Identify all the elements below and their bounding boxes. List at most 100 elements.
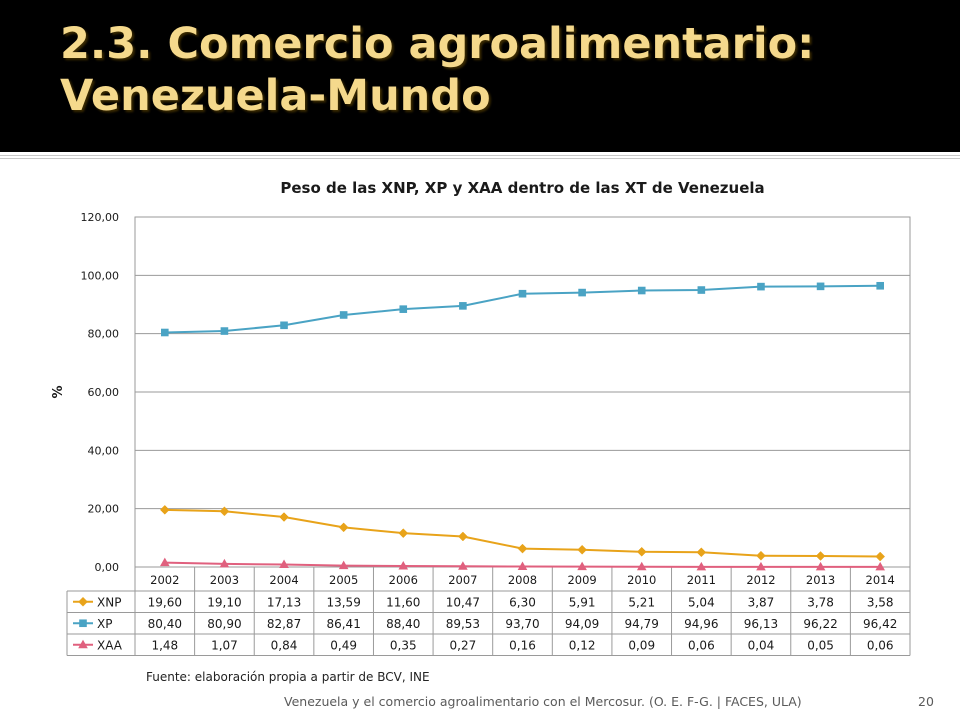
data-point — [577, 544, 587, 555]
data-label: 0,27 — [450, 638, 477, 652]
y-axis-label: % — [51, 385, 66, 398]
data-point — [338, 560, 349, 570]
data-label: 0,04 — [748, 638, 775, 652]
title-divider-top — [0, 155, 960, 156]
data-label: 11,60 — [386, 595, 420, 609]
data-point — [399, 305, 408, 313]
y-tick-label: 0,00 — [95, 561, 120, 574]
data-point — [815, 561, 826, 571]
data-point — [398, 528, 409, 539]
data-label: 89,53 — [446, 617, 480, 631]
data-label: 80,90 — [207, 617, 241, 631]
data-point — [459, 302, 467, 310]
table-row-xnp: XNP 19,60 19,10 17,13 13,59 11,60 10,47 6,30 5,9… — [73, 595, 894, 609]
x-tick-label: 2014 — [866, 573, 895, 587]
data-label: 3,87 — [748, 595, 775, 609]
x-tick-label: 2009 — [567, 573, 596, 587]
title-divider-bottom — [0, 158, 960, 159]
table-row-xaa: XAA 1,48 1,07 0,84 0,49 0,35 0,27 0,16 0,12 0,09 0… — [73, 638, 894, 652]
data-label: 0,16 — [509, 638, 536, 652]
y-tick-label: 120,00 — [81, 211, 120, 224]
data-label: 3,78 — [807, 595, 834, 609]
data-point — [279, 512, 289, 522]
data-point — [697, 286, 706, 294]
data-label: 6,30 — [509, 595, 536, 609]
series-xp — [161, 281, 884, 337]
data-label: 0,35 — [390, 638, 417, 652]
x-tick-label: 2007 — [448, 573, 477, 587]
chart-title: Peso de las XNP, XP y XAA dentro de las … — [280, 179, 764, 197]
data-label: 0,84 — [271, 638, 298, 652]
slide-title: 2.3. Comercio agroalimentario: Venezuela… — [60, 19, 815, 121]
data-point — [756, 550, 766, 561]
slide-footer: Venezuela y el comercio agroalimentario … — [284, 694, 802, 709]
data-point — [696, 561, 707, 571]
data-point — [219, 558, 230, 568]
data-point — [517, 561, 528, 571]
data-label: 96,22 — [803, 617, 837, 631]
legend-label-xp: XP — [97, 617, 112, 631]
x-tick-label: 2004 — [269, 573, 298, 587]
x-tick-label: 2008 — [508, 573, 537, 587]
data-point — [458, 561, 468, 570]
legend-marker-xaa — [78, 639, 88, 649]
data-point — [875, 551, 886, 562]
data-point — [577, 561, 587, 571]
data-label: 88,40 — [386, 617, 420, 631]
data-point — [757, 282, 765, 291]
data-label: 5,04 — [688, 595, 715, 609]
legend-label-xnp: XNP — [97, 595, 121, 609]
legend-marker-xnp — [78, 596, 88, 607]
data-label: 94,09 — [565, 617, 599, 631]
data-point — [458, 531, 468, 542]
data-label: 80,40 — [148, 617, 182, 631]
data-point — [161, 328, 169, 337]
data-point — [578, 288, 586, 297]
data-point — [756, 561, 766, 571]
data-label: 3,58 — [867, 595, 894, 609]
data-label: 0,09 — [628, 638, 655, 652]
x-tick-label: 2003 — [210, 573, 239, 587]
y-tick-label: 80,00 — [88, 328, 120, 341]
data-point — [637, 286, 646, 295]
series-xnp — [159, 504, 886, 562]
data-label: 0,12 — [569, 638, 596, 652]
data-point — [876, 281, 884, 290]
page-number: 20 — [918, 694, 934, 709]
y-tick-label: 60,00 — [88, 386, 120, 399]
y-tick-label: 40,00 — [88, 444, 120, 457]
data-point — [280, 321, 288, 330]
data-point — [816, 282, 825, 291]
data-label: 19,10 — [207, 595, 241, 609]
y-tick-label: 100,00 — [81, 269, 120, 282]
source-note: Fuente: elaboración propia a partir de B… — [146, 670, 430, 684]
data-label: 17,13 — [267, 595, 301, 609]
data-label: 94,79 — [625, 617, 659, 631]
x-tick-label: 2006 — [389, 573, 418, 587]
data-point — [338, 522, 349, 533]
data-point — [219, 506, 230, 517]
x-tick-label: 2005 — [329, 573, 358, 587]
data-point — [160, 557, 170, 567]
data-point — [875, 561, 885, 571]
data-point — [279, 559, 289, 569]
table-row-xp: XP 80,40 80,90 82,87 86,41 88,40 89,53 93,70 94,… — [73, 617, 897, 631]
data-point — [518, 289, 527, 298]
data-point — [339, 311, 348, 319]
data-label: 0,05 — [807, 638, 834, 652]
x-tick-label: 2012 — [746, 573, 775, 587]
data-point — [636, 561, 647, 571]
data-label: 1,07 — [211, 638, 238, 652]
data-label: 86,41 — [326, 617, 360, 631]
series-xaa — [160, 557, 885, 571]
data-label: 0,49 — [330, 638, 357, 652]
x-tick-label: 2010 — [627, 573, 656, 587]
line-chart: Peso de las XNP, XP y XAA dentro de las … — [51, 179, 911, 656]
x-tick-label: 2002 — [150, 573, 179, 587]
data-label: 0,06 — [688, 638, 715, 652]
title-bar: 2.3. Comercio agroalimentario: Venezuela… — [0, 0, 960, 152]
data-label: 0,06 — [867, 638, 894, 652]
data-label: 96,13 — [744, 617, 778, 631]
data-label: 13,59 — [326, 595, 360, 609]
data-label: 93,70 — [505, 617, 539, 631]
